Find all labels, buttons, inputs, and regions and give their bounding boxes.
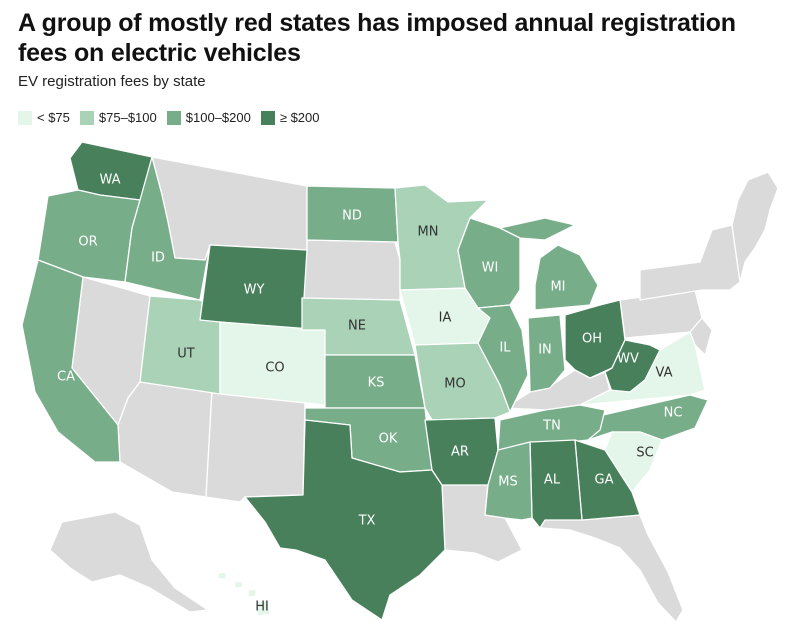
state-shape-va bbox=[579, 331, 706, 406]
label-ks: KS bbox=[368, 376, 385, 391]
legend-label-100to200: $100–$200 bbox=[185, 110, 251, 125]
label-ga: GA bbox=[595, 473, 614, 488]
legend-item-gte200: ≥ $200 bbox=[260, 110, 320, 125]
legend-label-gte200: ≥ $200 bbox=[279, 110, 320, 125]
label-hi: HI bbox=[255, 600, 269, 615]
label-nc: NC bbox=[664, 406, 683, 421]
state-shape-ny bbox=[639, 224, 741, 301]
label-oh: OH bbox=[582, 332, 602, 347]
state-labels: WA OR CA ID UT WY CO ND NE KS OK TX MN I… bbox=[57, 173, 682, 615]
label-wa: WA bbox=[99, 173, 120, 188]
legend-item-75to100: $75–$100 bbox=[79, 110, 157, 125]
state-shape-in bbox=[527, 314, 566, 393]
state-shape-il bbox=[477, 304, 529, 413]
label-in: IN bbox=[538, 343, 552, 358]
state-shape-mt bbox=[151, 156, 308, 261]
label-mn: MN bbox=[418, 225, 439, 240]
state-shape-new-england bbox=[731, 171, 779, 283]
legend-item-100to200: $100–$200 bbox=[166, 110, 251, 125]
label-tn: TN bbox=[542, 419, 561, 434]
label-ok: OK bbox=[379, 432, 398, 447]
label-or: OR bbox=[78, 235, 97, 250]
label-ar: AR bbox=[451, 445, 469, 460]
state-shape-mi bbox=[499, 217, 599, 311]
state-shape-tx bbox=[244, 419, 446, 621]
label-ne: NE bbox=[348, 319, 366, 334]
label-va: VA bbox=[656, 366, 673, 381]
legend-swatch-gte200 bbox=[260, 110, 275, 125]
label-tx: TX bbox=[358, 514, 376, 529]
state-shape-ms bbox=[484, 441, 533, 521]
legend-label-lt75: < $75 bbox=[37, 110, 70, 125]
label-al: AL bbox=[544, 473, 561, 488]
label-sc: SC bbox=[636, 446, 653, 461]
label-wy: WY bbox=[244, 283, 265, 298]
legend-swatch-75to100 bbox=[79, 110, 94, 125]
chart-subtitle: EV registration fees by state bbox=[18, 73, 206, 90]
legend-swatch-lt75 bbox=[18, 110, 32, 125]
state-shape-ca bbox=[21, 259, 121, 463]
label-id: ID bbox=[151, 251, 165, 266]
label-co: CO bbox=[265, 361, 284, 376]
state-shape-az bbox=[117, 381, 213, 498]
state-shape-nm bbox=[205, 389, 306, 503]
state-shape-wi bbox=[457, 217, 521, 309]
label-ia: IA bbox=[439, 311, 452, 326]
label-wi: WI bbox=[482, 261, 499, 276]
label-wv: WV bbox=[617, 352, 639, 367]
label-nd: ND bbox=[342, 209, 362, 224]
legend-item-lt75: < $75 bbox=[18, 110, 70, 125]
chart-title: A group of mostly red states has imposed… bbox=[18, 9, 736, 67]
label-il: IL bbox=[499, 341, 511, 356]
state-shape-fl bbox=[531, 514, 684, 623]
label-mi: MI bbox=[550, 280, 565, 295]
legend-label-75to100: $75–$100 bbox=[98, 110, 157, 125]
state-shape-ak bbox=[49, 511, 209, 613]
label-ut: UT bbox=[177, 347, 195, 362]
legend: < $75 $75–$100 $100–$200 ≥ $200 bbox=[18, 110, 330, 125]
label-ms: MS bbox=[498, 475, 517, 490]
legend-swatch-100to200 bbox=[166, 110, 181, 125]
label-ca: CA bbox=[57, 370, 75, 385]
state-shape-hi bbox=[217, 571, 271, 617]
label-mo: MO bbox=[444, 377, 465, 392]
